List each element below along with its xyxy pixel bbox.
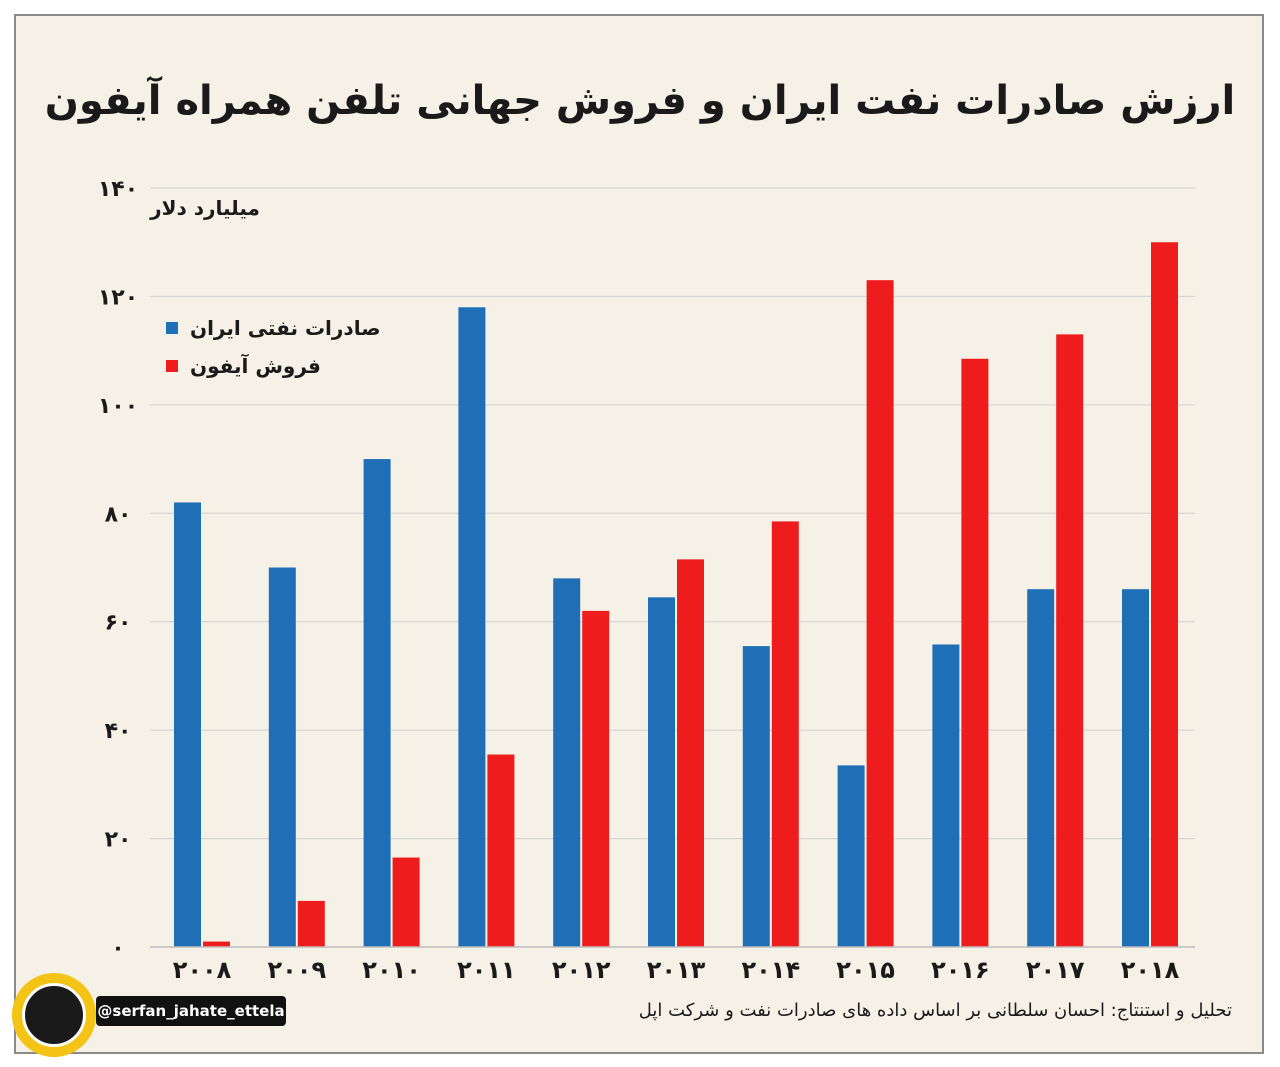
bar-oil-10 xyxy=(1122,589,1149,947)
x-tick-label-4: ۲۰۱۲ xyxy=(552,956,611,984)
bar-oil-2 xyxy=(363,459,391,947)
chart-frame xyxy=(14,14,1264,1054)
bar-oil-6 xyxy=(742,646,770,947)
x-tick-label-5: ۲۰۱۳ xyxy=(647,956,706,984)
y-tick-label-7: ۱۴۰ xyxy=(98,177,138,202)
bar-oil-4 xyxy=(553,578,581,947)
bar-iphone-1 xyxy=(297,900,325,947)
bar-iphone-2 xyxy=(392,857,420,947)
legend-swatch-red xyxy=(166,360,178,372)
source-credit: تحلیل و استنتاج: احسان سلطانی بر اساس دا… xyxy=(638,1000,1232,1021)
x-tick-label-8: ۲۰۱۶ xyxy=(931,956,990,984)
bar-oil-5 xyxy=(648,597,675,947)
x-tick-label-1: ۲۰۰۹ xyxy=(268,956,327,984)
y-tick-label-6: ۱۲۰ xyxy=(98,285,138,310)
bar-iphone-4 xyxy=(582,610,610,947)
bar-iphone-7 xyxy=(866,280,894,947)
chart-title: ارزش صادرات نفت ایران و فروش جهانی تلفن … xyxy=(44,78,1236,124)
x-tick-label-2: ۲۰۱۰ xyxy=(362,956,421,984)
legend-item-iphone: فروش آیفون xyxy=(166,352,321,380)
x-tick-label-6: ۲۰۱۴ xyxy=(742,956,801,984)
x-tick-label-10: ۲۰۱۸ xyxy=(1121,956,1180,984)
y-tick-label-1: ۲۰ xyxy=(105,828,132,853)
bar-oil-1 xyxy=(268,567,296,947)
bar-oil-9 xyxy=(1027,589,1055,947)
bar-oil-0 xyxy=(174,502,201,947)
bar-iphone-0 xyxy=(203,941,230,947)
bar-oil-3 xyxy=(458,307,486,947)
y-tick-label-0: ۰ xyxy=(111,936,124,961)
bar-oil-7 xyxy=(837,765,865,947)
brand-logo-mark xyxy=(22,983,86,1047)
bar-iphone-5 xyxy=(677,559,704,947)
unit-label: میلیارد دلار xyxy=(150,196,260,220)
bar-iphone-8 xyxy=(961,358,989,947)
x-tick-label-3: ۲۰۱۱ xyxy=(457,956,516,984)
brand-logo xyxy=(12,973,96,1057)
bar-iphone-6 xyxy=(771,521,799,947)
bar-iphone-9 xyxy=(1056,334,1084,948)
x-tick-label-9: ۲۰۱۷ xyxy=(1026,956,1085,984)
x-tick-label-7: ۲۰۱۵ xyxy=(836,956,895,984)
bar-iphone-3 xyxy=(487,754,515,947)
legend-item-oil: صادرات نفتی ایران xyxy=(166,314,381,342)
legend-swatch-blue xyxy=(166,322,178,334)
y-tick-label-5: ۱۰۰ xyxy=(98,394,138,419)
y-tick-label-2: ۴۰ xyxy=(105,719,132,744)
legend-label-oil: صادرات نفتی ایران xyxy=(190,316,381,340)
social-handle: @serfan_jahate_ettela xyxy=(96,996,286,1026)
x-tick-label-0: ۲۰۰۸ xyxy=(173,956,232,984)
y-tick-label-4: ۸۰ xyxy=(105,502,132,527)
bar-iphone-10 xyxy=(1151,242,1178,947)
bar-oil-8 xyxy=(932,644,960,947)
y-tick-label-3: ۶۰ xyxy=(105,611,132,636)
legend-label-iphone: فروش آیفون xyxy=(190,354,321,378)
